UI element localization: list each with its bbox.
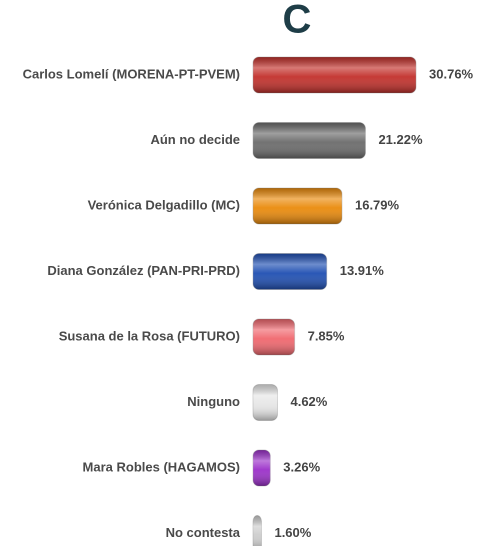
- category-label: Susana de la Rosa (FUTURO): [59, 328, 240, 343]
- category-label: Mara Robles (HAGAMOS): [83, 459, 240, 474]
- value-label: 21.22%: [378, 132, 423, 147]
- value-label: 4.62%: [290, 394, 327, 409]
- bar: [252, 253, 328, 290]
- category-label: Aún no decide: [150, 132, 240, 147]
- category-label: Diana González (PAN-PRI-PRD): [47, 263, 240, 278]
- value-label: 3.26%: [283, 459, 320, 474]
- bar: [252, 384, 278, 421]
- bar: [252, 187, 343, 225]
- bar: [252, 449, 271, 487]
- category-label: Carlos Lomelí (MORENA-PT-PVEM): [23, 66, 240, 81]
- value-label: 13.91%: [340, 263, 385, 278]
- bar: [252, 56, 417, 94]
- value-label: 30.76%: [429, 66, 474, 81]
- value-label: 1.60%: [274, 525, 311, 540]
- value-label: 16.79%: [355, 197, 400, 212]
- value-label: 7.85%: [308, 328, 345, 343]
- bar: [252, 515, 262, 546]
- category-label: No contesta: [166, 525, 241, 540]
- category-label: Verónica Delgadillo (MC): [88, 197, 240, 212]
- bar: [252, 318, 296, 356]
- category-label: Ninguno: [187, 394, 240, 409]
- chart-title: C: [283, 0, 312, 42]
- bar: [252, 122, 366, 159]
